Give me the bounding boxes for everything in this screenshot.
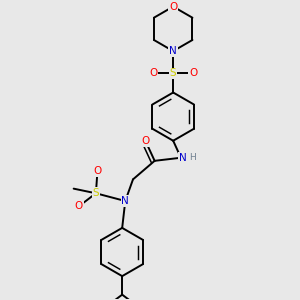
Text: O: O (169, 2, 177, 12)
Text: O: O (93, 166, 102, 176)
Text: N: N (178, 153, 186, 163)
Text: N: N (122, 196, 129, 206)
Text: H: H (189, 153, 196, 162)
Text: O: O (75, 201, 83, 211)
Text: O: O (149, 68, 157, 78)
Text: O: O (141, 136, 149, 146)
Text: S: S (93, 188, 99, 198)
Text: S: S (170, 68, 176, 78)
Text: O: O (189, 68, 197, 78)
Text: N: N (169, 46, 177, 56)
